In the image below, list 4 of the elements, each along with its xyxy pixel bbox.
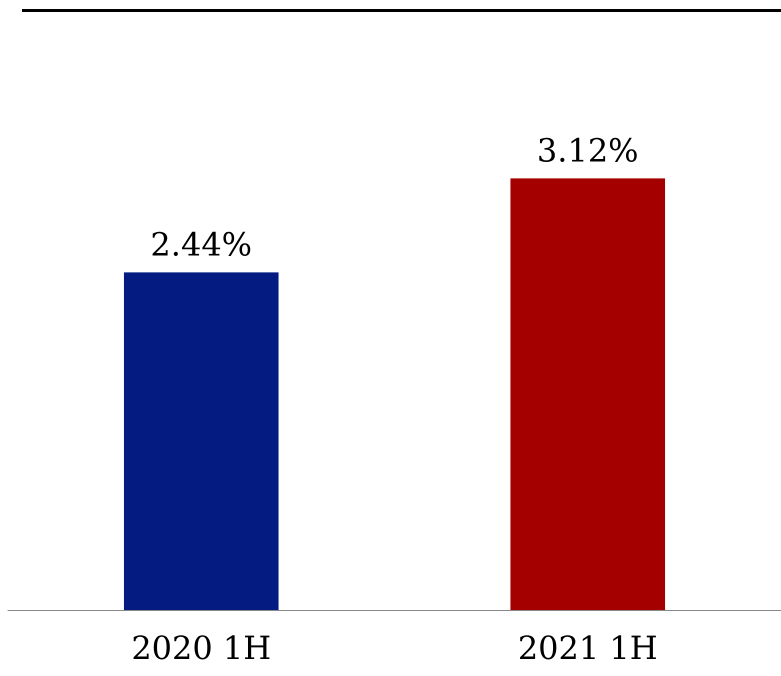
data-label: 2.44% <box>150 225 252 264</box>
data-label: 3.12% <box>536 131 639 170</box>
x-tick-label: 2021 1H <box>518 629 658 667</box>
x-tick-label: 2020 1H <box>131 629 272 667</box>
